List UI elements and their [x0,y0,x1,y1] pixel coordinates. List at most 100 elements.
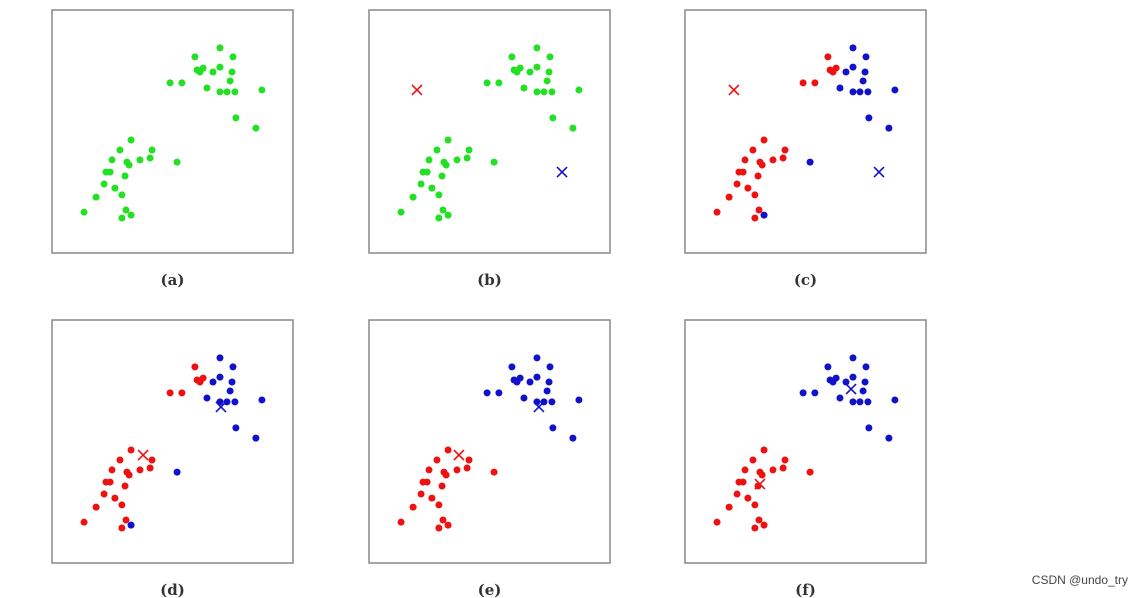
point [226,387,234,395]
point [733,490,741,498]
point [891,396,899,404]
point [856,398,864,406]
panel-frame [368,319,611,564]
point [178,79,186,87]
point [575,396,583,404]
point [549,424,557,432]
point [533,354,541,362]
point [533,63,541,71]
centroid [873,166,885,178]
point [444,446,452,454]
point [178,389,186,397]
point [516,64,524,72]
point [744,494,752,502]
point [713,208,721,216]
point [209,68,217,76]
point [121,172,129,180]
point [397,208,405,216]
point [216,373,224,381]
point [231,88,239,96]
centroid-stroke [453,449,465,461]
point [173,468,181,476]
point [191,53,199,61]
point [735,478,743,486]
point [439,206,447,214]
point [136,466,144,474]
point [425,466,433,474]
point [229,53,237,61]
centroid-stroke [754,478,766,490]
point [258,86,266,94]
point [806,468,814,476]
point [806,158,814,166]
point [495,79,503,87]
panel-frame [684,319,927,564]
point [453,156,461,164]
point [575,86,583,94]
point [856,88,864,96]
point [148,456,156,464]
point [100,490,108,498]
centroid [411,84,423,96]
point [713,518,721,526]
point [435,191,443,199]
point [526,68,534,76]
point [548,88,556,96]
point [526,378,534,386]
point [199,64,207,72]
point [100,180,108,188]
point [769,466,777,474]
centroid-stroke [411,84,423,96]
point [433,456,441,464]
point [832,64,840,72]
point [203,84,211,92]
point [438,482,446,490]
point [811,79,819,87]
point [216,44,224,52]
point [864,398,872,406]
point [435,214,443,222]
point [864,88,872,96]
point [209,378,217,386]
centroid-stroke [845,383,857,395]
point [216,63,224,71]
point [824,363,832,371]
point [80,208,88,216]
point [226,77,234,85]
point [781,146,789,154]
point [232,114,240,122]
point [760,446,768,454]
point [885,434,893,442]
panel-frame [51,9,294,254]
point [417,180,425,188]
point [849,88,857,96]
centroid [728,84,740,96]
point [127,446,135,454]
point [741,466,749,474]
point [166,79,174,87]
point [769,156,777,164]
point [849,44,857,52]
point [125,161,133,169]
point [203,394,211,402]
point [258,396,266,404]
point [92,503,100,511]
point [799,79,807,87]
panel-label: (d) [160,581,185,598]
panel-label: (b) [477,271,502,289]
point [733,180,741,188]
point [760,136,768,144]
centroid-stroke [215,401,227,413]
centroid [533,401,545,413]
point [108,466,116,474]
centroid-stroke [533,401,545,413]
centroid-stroke [873,166,885,178]
centroid [453,449,465,461]
point [191,363,199,371]
point [116,146,124,154]
point [861,378,869,386]
point [849,373,857,381]
point [442,161,450,169]
panel-frame [684,9,927,254]
